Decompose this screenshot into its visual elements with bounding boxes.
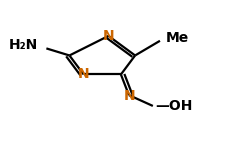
Text: H₂N: H₂N (9, 38, 38, 52)
Text: N: N (103, 29, 114, 43)
Text: —OH: —OH (155, 99, 193, 113)
Text: N: N (124, 89, 135, 103)
Text: N: N (78, 67, 90, 81)
Text: Me: Me (165, 31, 188, 45)
